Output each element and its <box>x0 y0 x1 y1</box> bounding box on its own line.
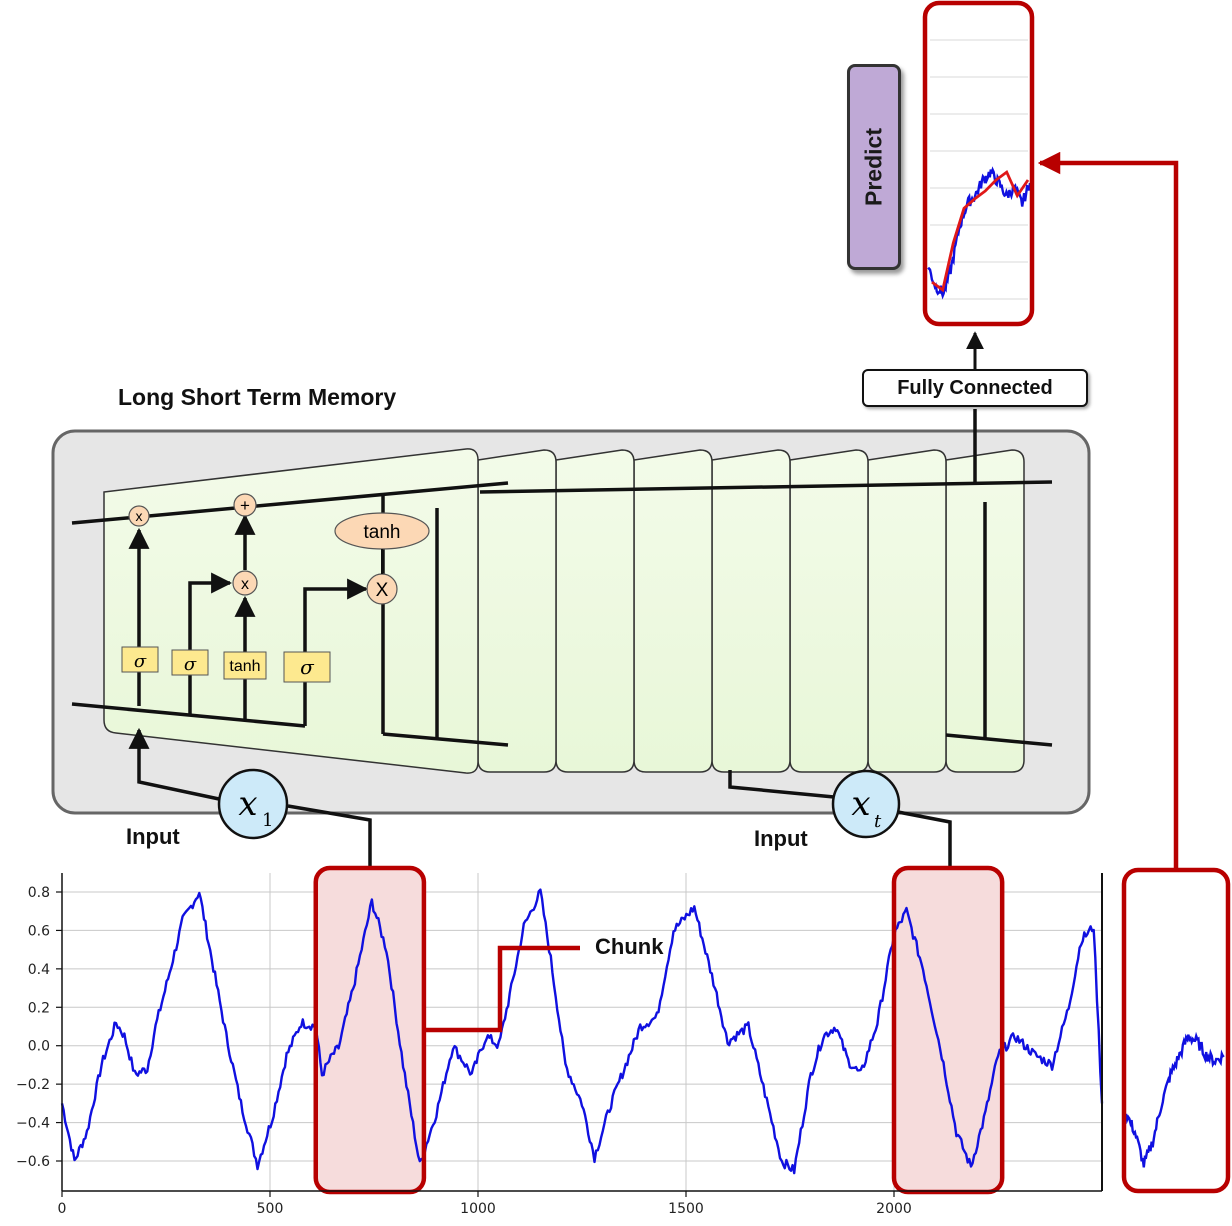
fully-connected-box: Fully Connected <box>862 369 1088 407</box>
chunk-connector <box>423 945 580 1033</box>
op-circle-input <box>232 570 258 596</box>
op-label-forget: x <box>136 508 143 524</box>
tanh-label: tanh <box>364 522 401 543</box>
gate-label-4: σ <box>300 655 315 679</box>
y-tick-labels: 0.8 0.6 0.4 0.2 0.0 −0.2 −0.4 −0.6 <box>16 885 62 1170</box>
predict-plot-box <box>922 0 1035 327</box>
fully-connected-label: Fully Connected <box>897 376 1053 399</box>
input-line-left-2 <box>128 727 220 801</box>
predict-grid <box>930 39 1028 300</box>
gate-label-2: σ <box>184 654 197 675</box>
x-tick-labels: 0 500 1000 1500 2000 <box>58 1191 912 1217</box>
lstm-cell-4 <box>633 449 713 773</box>
input-xt-subscript: t <box>874 811 882 832</box>
lstm-cell-6 <box>789 449 869 773</box>
y-tick-label: 0.2 <box>28 1000 50 1016</box>
output-line-bottom <box>382 732 509 747</box>
chunk-label: Chunk <box>595 934 664 959</box>
input-label-left: Input <box>126 824 180 849</box>
x-tick-label: 2000 <box>876 1201 912 1217</box>
x-tick-label: 500 <box>257 1201 284 1217</box>
lstm-title: Long Short Term Memory <box>118 384 397 410</box>
output-line-right-bottom <box>945 733 1053 747</box>
y-tick-label: 0.8 <box>28 885 50 901</box>
predict-forecast-line <box>931 169 1030 293</box>
lstm-cell-5 <box>711 449 791 773</box>
gate-label-1: σ <box>134 651 147 672</box>
y-tick-label: −0.6 <box>16 1154 50 1170</box>
pointwise-ops: x + x X tanh <box>128 493 430 605</box>
op-label-input: x <box>241 576 249 593</box>
gate-boxes: σ σ tanh σ <box>121 646 331 683</box>
predict-box: Predict <box>847 64 901 270</box>
x-tick-label: 1500 <box>668 1201 704 1217</box>
y-tick-label: 0.4 <box>28 962 50 978</box>
predict-plot <box>922 0 1035 327</box>
lstm-cell-2 <box>477 449 557 773</box>
gate-box-4 <box>283 651 331 683</box>
hidden-state-bottom-line <box>71 702 306 728</box>
chunk-highlight <box>894 868 1003 1192</box>
main-chart: 0.8 0.6 0.4 0.2 0.0 −0.2 −0.4 −0.6 0 500 1000 1500… <box>16 865 1104 1217</box>
signal-series-line <box>60 888 1104 1175</box>
x-tick-label: 1000 <box>460 1201 496 1217</box>
chunk-border <box>891 865 1005 1195</box>
input-x1-symbol: x <box>238 784 257 824</box>
chunk-highlight <box>315 868 424 1192</box>
lstm-cell-3 <box>555 449 635 773</box>
feedback-arrow <box>1037 151 1179 870</box>
op-label-output: X <box>376 580 389 601</box>
lstm-cell-7 <box>867 449 947 773</box>
extract-panel <box>1121 867 1231 1194</box>
input-xt-circle <box>831 769 901 839</box>
gate-box-1 <box>121 646 159 673</box>
gate-box-3 <box>223 651 267 680</box>
chunk-fills <box>315 868 1003 1192</box>
predict-label: Predict <box>860 128 887 206</box>
op-circle-forget <box>128 505 150 527</box>
op-label-add: + <box>240 496 250 515</box>
extract-series-line <box>1124 1031 1225 1168</box>
input-x1-subscript: 1 <box>262 810 273 831</box>
input-line-left <box>287 804 372 875</box>
input-line-right-2 <box>728 770 835 799</box>
input-xt-symbol: x <box>851 784 870 824</box>
input-label-right: Input <box>754 826 808 851</box>
op-circle-add <box>233 493 257 517</box>
y-tick-label: −0.2 <box>16 1077 50 1093</box>
gate-box-2 <box>171 649 209 676</box>
y-tick-label: 0.0 <box>28 1039 50 1055</box>
gate-label-3: tanh <box>229 658 260 675</box>
y-tick-label: −0.4 <box>16 1116 50 1132</box>
y-tick-label: 0.6 <box>28 923 50 939</box>
cell-state-top-line-right <box>479 480 1053 494</box>
input-line-right <box>897 810 952 875</box>
x-tick-label: 0 <box>58 1201 67 1217</box>
input-x1-circle <box>217 768 289 840</box>
